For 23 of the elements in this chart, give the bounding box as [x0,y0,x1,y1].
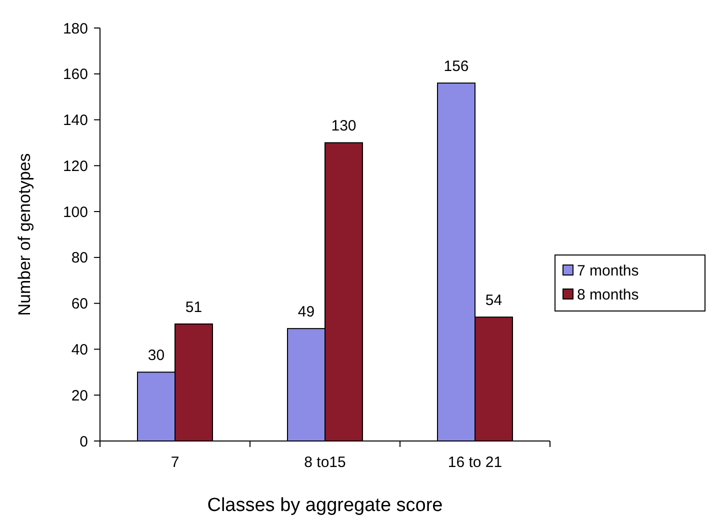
data-label: 30 [148,347,165,364]
x-tick-label: 16 to 21 [448,454,502,471]
y-tick-label: 140 [62,112,88,130]
data-label: 51 [185,298,202,316]
legend-label: 8 months [577,286,639,304]
y-axis-title: Number of genotypes [15,153,34,316]
x-axis-title: Classes by aggregate score [207,495,443,516]
x-tick-label: 7 [170,454,180,471]
y-tick-label: 20 [71,387,88,404]
y-tick-label: 80 [71,250,88,267]
y-tick-label: 180 [62,20,88,38]
y-tick-label: 40 [71,341,88,358]
legend-label: 7 months [577,262,639,280]
y-tick-label: 60 [71,296,88,313]
y-tick-label: 0 [80,433,88,450]
data-label: 156 [444,58,469,76]
data-label: 54 [485,292,502,310]
data-label: 130 [331,118,356,135]
y-tick-label: 160 [62,66,88,84]
y-tick-label: 120 [62,158,88,175]
x-tick-label: 8 to15 [304,454,346,471]
data-label: 49 [298,304,315,321]
y-tick-label: 100 [62,204,88,221]
